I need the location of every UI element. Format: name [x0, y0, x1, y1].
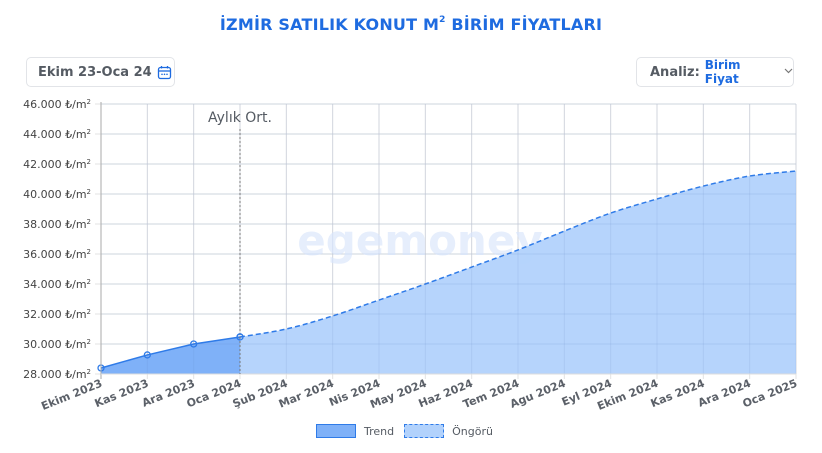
analysis-select[interactable]: Analiz: Birim Fiyat: [636, 57, 794, 87]
chart-legend: Trend Öngörü: [316, 424, 503, 438]
y-tick-label: 36.000 ₺/m2: [23, 248, 91, 261]
analysis-label: Analiz:: [650, 64, 700, 80]
y-tick-label: 40.000 ₺/m2: [23, 188, 91, 201]
data-point[interactable]: [143, 351, 151, 359]
x-tick-label: Kas 2023: [93, 377, 151, 410]
legend-label-forecast[interactable]: Öngörü: [452, 424, 493, 438]
title-main: İZMİR SATILIK KONUT M: [219, 15, 440, 34]
chevron-down-icon: [784, 67, 793, 77]
analysis-value: Birim Fiyat: [704, 58, 741, 86]
legend-label-trend[interactable]: Trend: [364, 424, 395, 438]
series-forecast: [239, 170, 797, 374]
series-trend: [97, 333, 244, 374]
y-tick-label: 28.000 ₺/m2: [23, 368, 91, 381]
x-tick-label: Ekim 2023: [39, 377, 104, 413]
chart-title: İZMİR SATILIK KONUT M2 BİRİM FİYATLARI: [0, 15, 822, 34]
y-tick-label: 30.000 ₺/m2: [23, 338, 91, 351]
y-tick-label: 38.000 ₺/m2: [23, 218, 91, 231]
y-tick-label: 44.000 ₺/m2: [23, 128, 91, 141]
title-suffix: BİRİM FİYATLARI: [445, 15, 603, 34]
calendar-icon: [157, 65, 172, 80]
y-tick-label: 46.000 ₺/m2: [23, 98, 91, 111]
data-point[interactable]: [236, 333, 244, 341]
date-range-label: Ekim 23-Oca 24: [38, 64, 152, 80]
date-range-button[interactable]: Ekim 23-Oca 24: [26, 57, 175, 87]
x-tick-label: Kas 2024: [649, 377, 707, 411]
avg-marker-label: Aylık Ort.: [208, 110, 272, 126]
grid-overlay: [100, 103, 797, 375]
title-superscript: 2: [439, 14, 446, 25]
y-tick-label: 42.000 ₺/m2: [23, 158, 91, 171]
legend-swatch-forecast[interactable]: [404, 424, 445, 438]
y-tick-label: 34.000 ₺/m2: [23, 278, 91, 291]
y-tick-label: 32.000 ₺/m2: [23, 308, 91, 321]
legend-swatch-trend[interactable]: [316, 424, 356, 438]
data-point[interactable]: [190, 340, 198, 348]
